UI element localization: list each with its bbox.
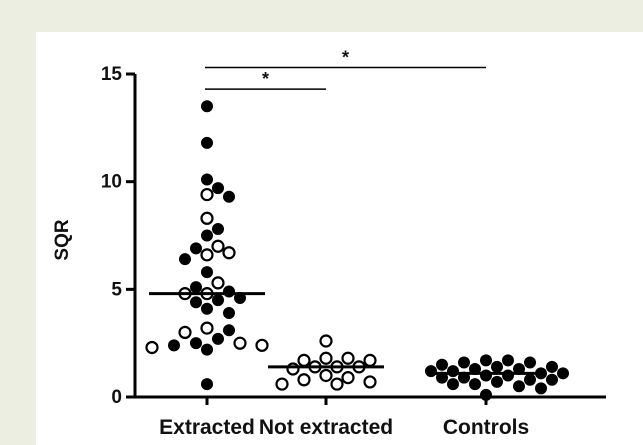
filled-data-point: [212, 182, 224, 195]
filled-data-point: [425, 365, 437, 378]
filled-data-point: [491, 375, 503, 388]
open-data-point: [211, 239, 225, 253]
filled-data-point: [201, 266, 213, 279]
open-data-point: [255, 338, 269, 352]
filled-data-point: [201, 302, 213, 315]
filled-data-point: [546, 360, 558, 373]
open-data-point: [286, 362, 300, 376]
y-tick-label: 5: [111, 279, 122, 300]
filled-data-point: [557, 367, 569, 380]
filled-data-point: [502, 369, 514, 382]
open-data-point: [200, 211, 214, 225]
open-data-point: [275, 377, 289, 391]
filled-data-point: [201, 229, 213, 242]
significance-label: *: [262, 69, 269, 89]
x-category-label: Controls: [443, 416, 529, 439]
data-points: [145, 100, 569, 401]
open-data-point: [178, 325, 192, 339]
filled-data-point: [524, 356, 536, 369]
filled-data-point: [201, 378, 213, 391]
filled-data-point: [469, 378, 481, 391]
filled-data-point: [458, 356, 470, 369]
axes: [133, 74, 606, 399]
filled-data-point: [190, 242, 202, 255]
filled-data-point: [502, 354, 514, 367]
filled-data-point: [480, 369, 492, 382]
filled-data-point: [480, 388, 492, 401]
filled-data-point: [491, 360, 503, 373]
y-axis-title: SQR: [52, 219, 73, 260]
x-category-label: Not extracted: [259, 416, 393, 439]
open-data-point: [200, 248, 214, 262]
open-data-point: [319, 351, 333, 365]
filled-data-point: [212, 223, 224, 236]
filled-data-point: [223, 190, 235, 203]
filled-data-point: [535, 382, 547, 395]
open-data-point: [200, 187, 214, 202]
y-tick-label: 15: [101, 64, 123, 85]
open-data-point: [222, 246, 236, 260]
significance-brackets: **: [205, 48, 486, 90]
chart-panel: 0 5 10 15 Extracted Not extracted Controls * * …: [36, 32, 643, 445]
significance-label: *: [342, 48, 349, 68]
open-data-point: [297, 353, 311, 367]
filled-data-point: [201, 173, 213, 186]
filled-data-point: [546, 373, 558, 386]
filled-data-point: [447, 365, 459, 378]
open-data-point: [200, 321, 214, 335]
filled-data-point: [190, 337, 202, 350]
filled-data-point: [223, 285, 235, 298]
filled-data-point: [447, 378, 459, 391]
filled-data-point: [190, 281, 202, 294]
filled-data-point: [190, 296, 202, 309]
open-data-point: [330, 377, 344, 391]
filled-data-point: [201, 136, 213, 149]
filled-data-point: [179, 253, 191, 266]
y-tick-label: 0: [111, 387, 122, 408]
median-lines: [149, 292, 544, 375]
y-ticks: 0 5 10 15 Extracted Not extracted Controls: [101, 64, 529, 439]
filled-data-point: [212, 294, 224, 307]
open-data-point: [341, 371, 355, 385]
open-data-point: [319, 334, 333, 348]
x-category-label: Extracted: [159, 416, 255, 439]
filled-data-point: [168, 339, 180, 352]
filled-data-point: [480, 354, 492, 367]
open-data-point: [363, 375, 377, 389]
open-data-point: [319, 368, 333, 383]
filled-data-point: [436, 358, 448, 371]
open-data-point: [145, 340, 159, 355]
open-data-point: [341, 351, 355, 365]
y-tick-label: 10: [101, 172, 122, 193]
open-data-point: [211, 276, 225, 290]
filled-data-point: [223, 307, 235, 320]
open-data-point: [363, 353, 377, 367]
filled-data-point: [201, 343, 213, 356]
filled-data-point: [524, 373, 536, 386]
filled-data-point: [513, 380, 525, 393]
open-data-point: [297, 373, 311, 387]
filled-data-point: [212, 332, 224, 345]
open-data-point: [233, 336, 247, 350]
filled-data-point: [201, 100, 213, 113]
filled-data-point: [223, 324, 235, 337]
